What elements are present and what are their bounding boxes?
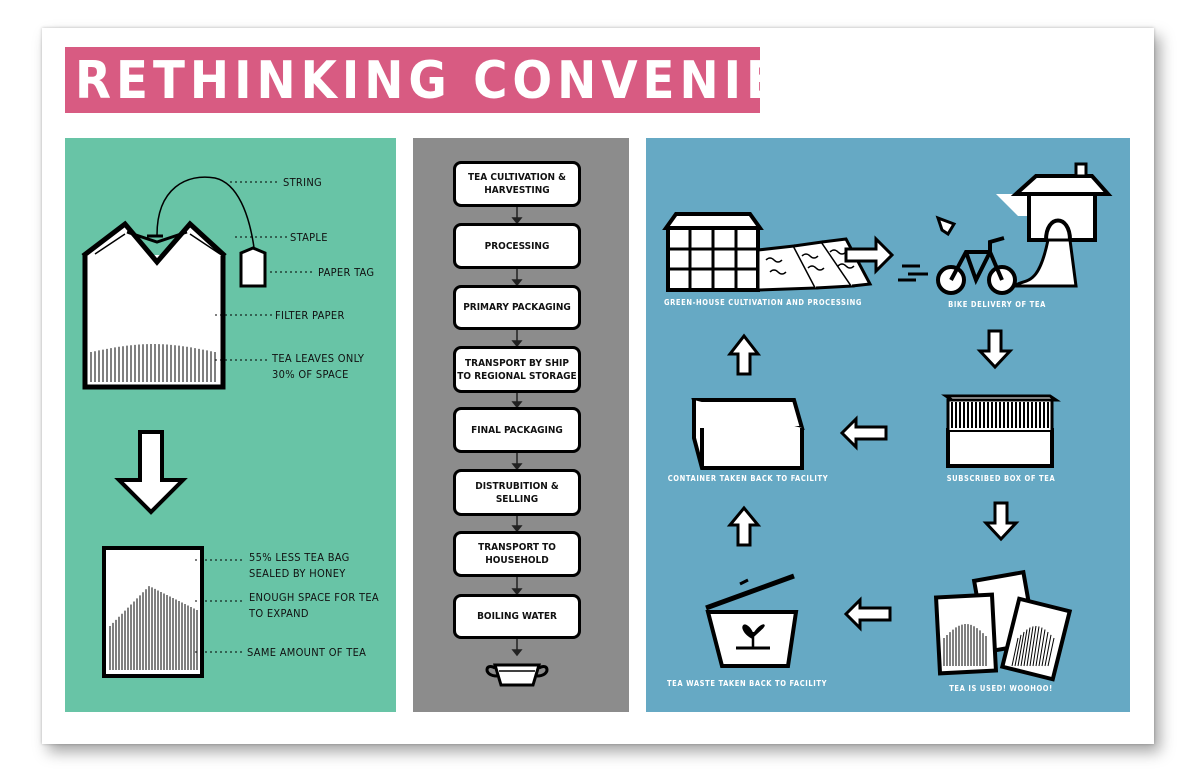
- hatch-line: [1029, 625, 1037, 667]
- hatch-line: [1038, 629, 1046, 667]
- label-leaders: [195, 181, 315, 653]
- house-icon: [996, 162, 1113, 288]
- caption-subscribed: SUBSCRIBED BOX OF TEA: [946, 474, 1056, 483]
- left-arrow-icon-2: [843, 596, 892, 632]
- left-arrow-icon-1: [839, 415, 888, 451]
- flow-step-primary-packaging: PRIMARY PACKAGING: [453, 285, 581, 330]
- tea-leaves-label-line1: TEA LEAVES ONLY: [272, 352, 365, 365]
- flow-step-cultivation: TEA CULTIVATION & HARVESTING: [453, 161, 581, 207]
- tea-leaves-old: [90, 344, 216, 382]
- up-arrow-icon-1: [726, 333, 762, 376]
- down-arrow-icon-1: [976, 329, 1014, 370]
- hatch-line: [1035, 627, 1043, 667]
- conventional-flow-panel: TEA CULTIVATION & HARVESTING PROCESSING P…: [413, 138, 629, 712]
- caption-container: CONTAINER TAKEN BACK TO FACILITY: [667, 474, 829, 483]
- hatch-line: [1047, 637, 1055, 667]
- used-tea-leaves: [943, 624, 1055, 667]
- tea-bag-icon: [81, 220, 227, 390]
- caption-bike: BIKE DELIVERY OF TEA: [948, 300, 1046, 309]
- caption-used: TEA IS USED! WOOHOO!: [949, 684, 1053, 693]
- down-arrow-icon: [114, 430, 188, 515]
- string-label: STRING: [283, 176, 322, 189]
- hatch-line: [1044, 634, 1052, 667]
- compost-bin-icon: [705, 573, 799, 668]
- space-label-line2: TO EXPAND: [249, 607, 309, 620]
- title-banner: RETHINKING CONVENIENT TEA: [65, 47, 1001, 113]
- flow-step-distribution: DISTRUBITION & SELLING: [453, 469, 581, 516]
- staple-label: STAPLE: [290, 231, 328, 244]
- same-amount-label: SAME AMOUNT OF TEA: [247, 646, 367, 659]
- tea-cup-icon: [485, 663, 549, 687]
- less-bag-label-line1: 55% LESS TEA BAG: [249, 551, 350, 564]
- rethought-cycle-panel: GREEN-HOUSE CULTIVATION AND PROCESSING B…: [646, 138, 1130, 712]
- greenhouse-icon: [662, 212, 873, 292]
- teabag-illustration: [81, 176, 315, 678]
- flow-arrows: [511, 206, 523, 657]
- hatch-line: [1017, 631, 1025, 667]
- less-bag-label-line2: SEALED BY HONEY: [249, 567, 346, 580]
- caption-greenhouse: GREEN-HOUSE CULTIVATION AND PROCESSING: [663, 298, 862, 307]
- caption-waste: TEA WASTE TAKEN BACK TO FACILITY: [666, 679, 828, 688]
- space-label-line1: ENOUGH SPACE FOR TEA: [249, 591, 379, 604]
- cycle-illustration: [662, 162, 1113, 682]
- string-icon: [156, 176, 256, 256]
- hatch-line: [1023, 627, 1031, 667]
- tea-leaves-new: [109, 586, 198, 670]
- flow-step-transport-household: TRANSPORT TO HOUSEHOLD: [453, 531, 581, 577]
- new-tea-bag-icon: [102, 546, 204, 678]
- tea-leaves-label-line2: 30% OF SPACE: [272, 368, 349, 381]
- flow-connectors: [485, 206, 549, 687]
- hatch-line: [1026, 626, 1034, 667]
- filter-paper-label: FILTER PAPER: [275, 309, 345, 322]
- flow-step-transport-ship: TRANSPORT BY SHIP TO REGIONAL STORAGE: [453, 346, 581, 393]
- hatch-line: [1020, 629, 1028, 667]
- flow-step-boiling-water: BOILING WATER: [453, 594, 581, 639]
- hatch-line: [1032, 626, 1040, 667]
- teabag-comparison-panel: STRING STAPLE PAPER TAG FILTER PAPER TEA…: [65, 138, 396, 712]
- page-title: RETHINKING CONVENIENT TEA: [75, 51, 1001, 111]
- hatch-line: [1011, 637, 1019, 667]
- paper-tag-icon: [239, 246, 267, 288]
- down-arrow-icon-2: [982, 501, 1020, 542]
- container-icon: [691, 398, 805, 470]
- paper-tag-label: PAPER TAG: [318, 266, 375, 279]
- flow-step-final-packaging: FINAL PACKAGING: [453, 407, 581, 453]
- hatch-line: [1014, 634, 1022, 667]
- right-arrow-icon: [844, 235, 895, 275]
- used-tea-bags-icon: [933, 569, 1073, 682]
- flow-step-processing: PROCESSING: [453, 223, 581, 269]
- bicycle-icon: [898, 215, 1017, 295]
- hatch-line: [1041, 631, 1049, 667]
- up-arrow-icon-2: [726, 505, 762, 547]
- subscribed-box-tea-bags: [951, 402, 1049, 428]
